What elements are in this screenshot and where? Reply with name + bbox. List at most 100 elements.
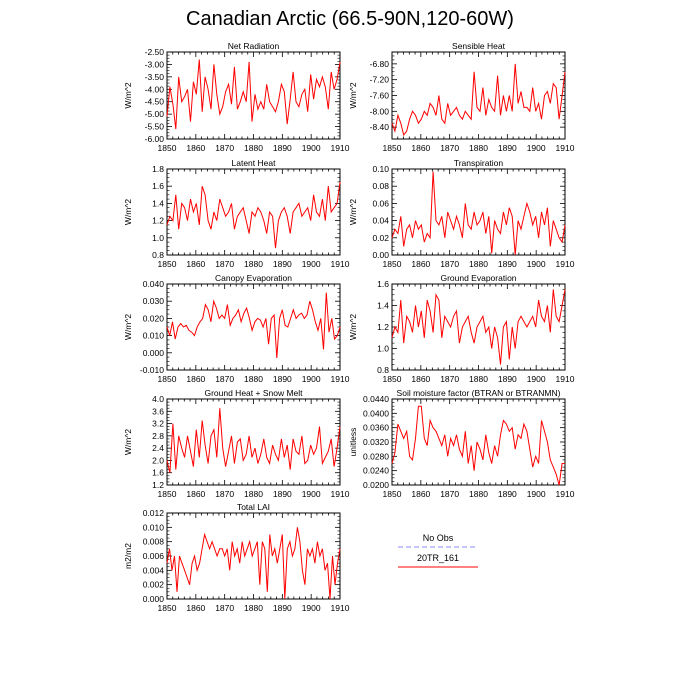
x-tick-label: 1860 (411, 143, 430, 153)
y-tick-label: 1.4 (152, 198, 164, 208)
y-tick-label: 3.2 (152, 419, 164, 429)
y-tick-label: 1.8 (152, 164, 164, 174)
panel-7: 1850 1860 1870 1880 1890 1900 1910 1.2 1.6 2.0 2.4… (123, 388, 350, 499)
x-tick-label: 1890 (498, 143, 517, 153)
x-tick-label: 1860 (411, 489, 430, 499)
series-line (166, 527, 341, 600)
y-tick-label: 1.2 (152, 216, 164, 226)
x-tick-label: 1910 (556, 143, 575, 153)
panel-8: 1850 1860 1870 1880 1890 1900 1910 0.0200 0.0240… (348, 388, 575, 499)
y-tick-label: 0.08 (372, 181, 389, 191)
x-tick-label: 1860 (186, 603, 205, 613)
y-tick-label: 1.2 (152, 480, 164, 490)
panel-2: 1850 1860 1870 1880 1890 1900 1910 -8.40 -8.00 -7… (348, 41, 575, 153)
series-line (391, 171, 566, 256)
x-tick-label: 1860 (411, 374, 430, 384)
y-tick-label: 0.0360 (363, 423, 389, 433)
y-tick-label: -3.00 (145, 59, 165, 69)
x-tick-label: 1860 (186, 259, 205, 269)
x-tick-label: 1870 (215, 489, 234, 499)
y-tick-label: 0.8 (377, 365, 389, 375)
panel-3: 1850 1860 1870 1880 1890 1900 1910 0.8 1.0 1.2 1.4… (123, 158, 350, 269)
y-tick-label: 0.0280 (363, 451, 389, 461)
series-line (391, 405, 565, 486)
y-tick-label: 1.2 (377, 322, 389, 332)
x-tick-label: 1850 (158, 489, 177, 499)
x-tick-label: 1850 (383, 143, 402, 153)
x-tick-label: 1850 (158, 143, 177, 153)
y-tick-label: 0.0320 (363, 437, 389, 447)
x-tick-label: 1870 (215, 143, 234, 153)
y-axis-label: W/m^2 (123, 429, 133, 455)
panel-4: 1850 1860 1870 1880 1890 1900 1910 0.00 0.02 0.04… (348, 158, 575, 269)
x-tick-label: 1910 (331, 143, 350, 153)
y-tick-label: 0.030 (143, 296, 165, 306)
x-tick-label: 1910 (556, 489, 575, 499)
x-tick-label: 1900 (527, 374, 546, 384)
y-tick-label: 1.0 (152, 233, 164, 243)
panel-9: 1850 1860 1870 1880 1890 1900 1910 0.000 0.002 0.… (123, 502, 350, 613)
y-tick-label: 0.0240 (363, 466, 389, 476)
x-tick-label: 1880 (244, 374, 263, 384)
x-tick-label: 1880 (469, 259, 488, 269)
x-tick-label: 1890 (273, 603, 292, 613)
y-tick-label: 3.6 (152, 406, 164, 416)
x-tick-label: 1900 (302, 603, 321, 613)
y-tick-label: 1.4 (377, 301, 389, 311)
panel-5: 1850 1860 1870 1880 1890 1900 1910 -0.010 0.000 0… (123, 273, 350, 384)
y-axis-label: W/m^2 (348, 314, 358, 340)
y-tick-label: 0.010 (143, 331, 165, 341)
y-tick-label: 0.04 (372, 216, 389, 226)
y-tick-label: -6.80 (370, 59, 390, 69)
x-tick-label: 1910 (331, 374, 350, 384)
y-tick-label: 0.012 (143, 508, 165, 518)
x-tick-label: 1860 (186, 489, 205, 499)
y-tick-label: -7.60 (370, 91, 390, 101)
y-tick-label: 0.020 (143, 313, 165, 323)
y-tick-label: -2.50 (145, 47, 165, 57)
y-tick-label: 0.02 (372, 233, 389, 243)
y-tick-label: -8.40 (370, 122, 390, 132)
panel-title: Soil moisture factor (BTRAN or BTRANMN) (397, 388, 561, 398)
y-axis-label: unitless (348, 428, 358, 457)
y-tick-label: 0.000 (143, 348, 165, 358)
y-tick-label: 0.10 (372, 164, 389, 174)
x-tick-label: 1880 (244, 489, 263, 499)
series-line (166, 408, 341, 473)
y-tick-label: -3.50 (145, 72, 165, 82)
y-tick-label: 0.0200 (363, 480, 389, 490)
x-tick-label: 1910 (556, 259, 575, 269)
y-tick-label: 1.6 (152, 181, 164, 191)
y-tick-label: 0.040 (143, 279, 165, 289)
y-axis-label: W/m^2 (123, 82, 133, 108)
panel-6: 1850 1860 1870 1880 1890 1900 1910 0.8 1.0 1.2 1.4… (348, 273, 575, 384)
x-tick-label: 1900 (302, 259, 321, 269)
panel-title: Latent Heat (232, 158, 277, 168)
x-tick-label: 1910 (331, 603, 350, 613)
y-tick-label: 4.0 (152, 394, 164, 404)
x-tick-label: 1890 (273, 143, 292, 153)
y-tick-label: 0.006 (143, 551, 165, 561)
plot-frame (391, 51, 566, 140)
y-tick-label: 1.6 (377, 279, 389, 289)
x-tick-label: 1850 (158, 259, 177, 269)
x-tick-label: 1850 (158, 374, 177, 384)
y-axis-label: W/m^2 (348, 82, 358, 108)
x-tick-label: 1860 (186, 374, 205, 384)
x-tick-label: 1890 (273, 374, 292, 384)
y-tick-label: 0.0440 (363, 394, 389, 404)
x-tick-label: 1890 (498, 374, 517, 384)
x-tick-label: 1900 (302, 489, 321, 499)
y-tick-label: 1.6 (152, 468, 164, 478)
figure-title: Canadian Arctic (66.5-90N,120-60W) (186, 8, 514, 30)
series-line (391, 289, 566, 365)
x-tick-label: 1870 (440, 259, 459, 269)
x-tick-label: 1880 (469, 489, 488, 499)
y-tick-label: -5.50 (145, 122, 165, 132)
x-tick-label: 1870 (215, 603, 234, 613)
x-tick-label: 1880 (469, 143, 488, 153)
x-tick-label: 1870 (215, 259, 234, 269)
y-tick-label: 1.0 (377, 344, 389, 354)
y-tick-label: 2.4 (152, 443, 164, 453)
